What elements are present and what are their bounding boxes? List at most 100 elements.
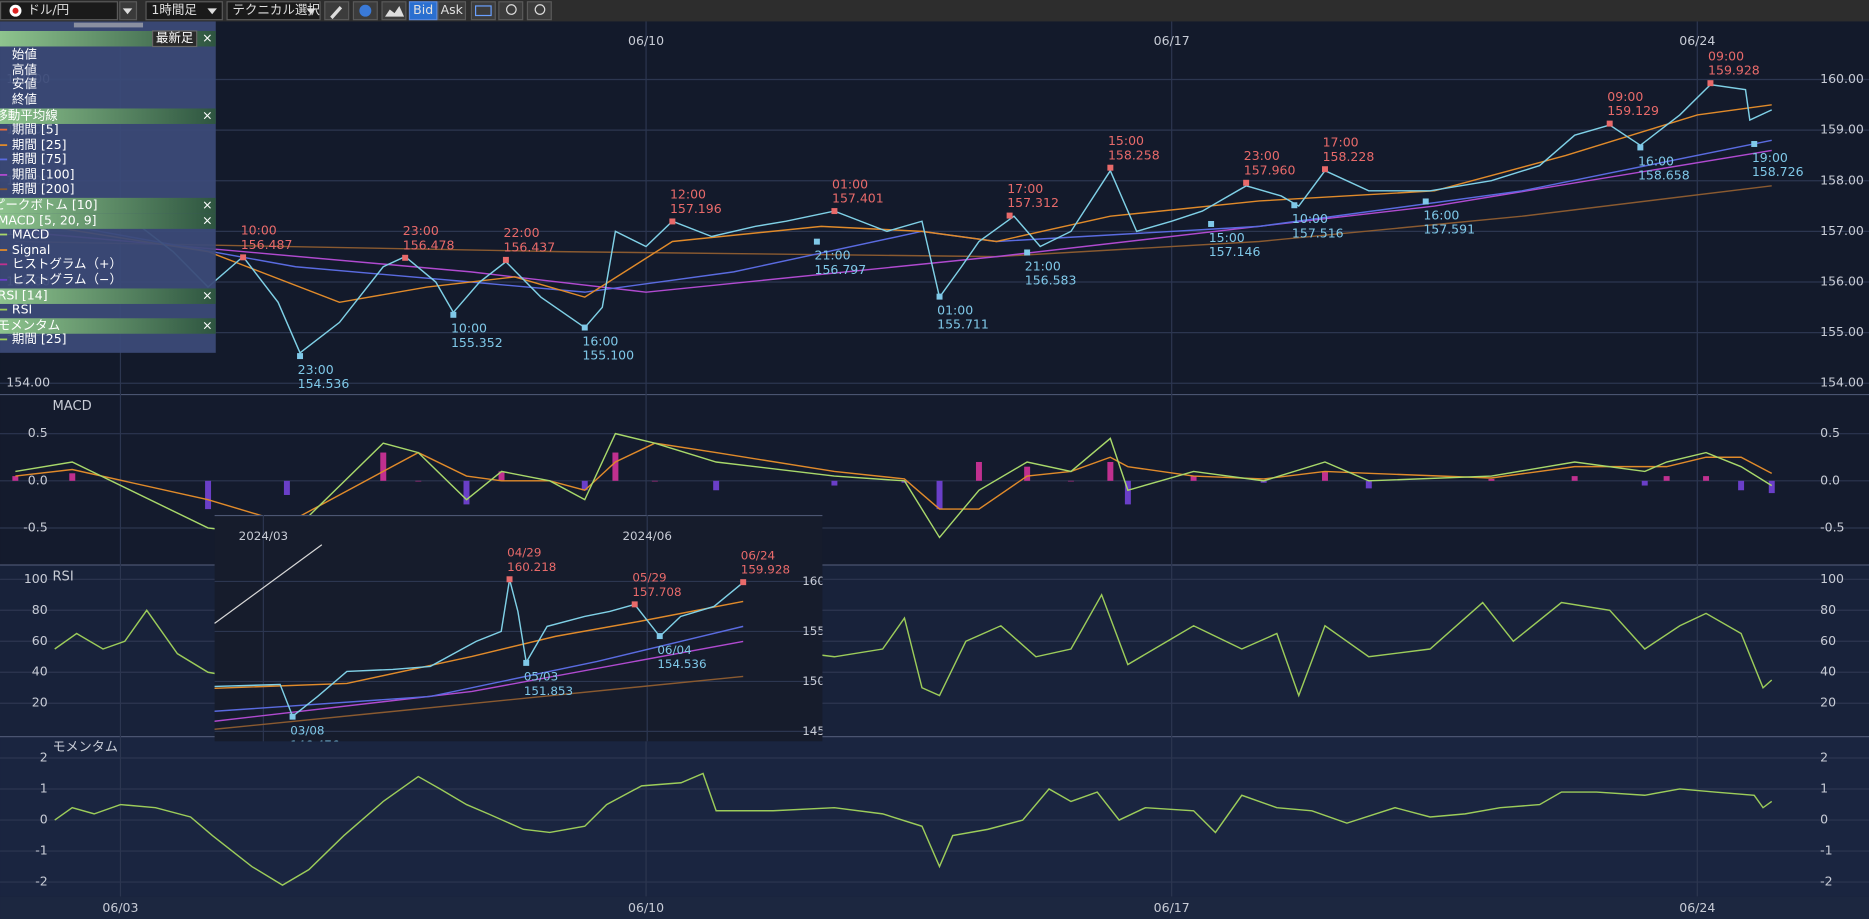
peak-time: 10:00 xyxy=(1292,211,1328,226)
close-icon[interactable]: × xyxy=(202,318,212,333)
peak-marker xyxy=(669,218,676,225)
y-tick-label: 155.00 xyxy=(1820,324,1864,339)
panel-item: 期間 [100] xyxy=(12,167,75,182)
histogram-bar xyxy=(380,452,387,481)
peak-marker xyxy=(402,254,409,261)
close-icon[interactable]: × xyxy=(202,288,212,303)
close-icon[interactable]: × xyxy=(202,30,212,45)
group-title: ピークボトム [10] xyxy=(0,197,97,212)
timeframe-label: 1時間足 xyxy=(151,2,197,17)
line-swatch xyxy=(0,263,8,266)
peak-marker xyxy=(656,633,663,640)
y-tick-label: 2 xyxy=(1820,749,1828,764)
chart-type-button[interactable] xyxy=(381,1,407,21)
close-icon[interactable]: × xyxy=(202,197,212,212)
y-tick-label: 60 xyxy=(32,633,48,648)
peak-time: 21:00 xyxy=(815,247,851,262)
peak-time: 09:00 xyxy=(1607,89,1643,104)
flag-dot xyxy=(12,7,19,14)
peak-marker xyxy=(506,576,513,583)
technical-label: テクニカル選択 xyxy=(232,2,320,17)
peak-marker xyxy=(1637,144,1644,151)
peak-marker xyxy=(1707,80,1714,87)
histogram-bar xyxy=(936,480,943,510)
histogram-bar xyxy=(1124,480,1131,505)
group-title: モメンタム xyxy=(0,318,60,333)
y-tick-label: 154.00 xyxy=(6,375,50,390)
pair-label: ドル/円 xyxy=(27,2,69,17)
zoom-in-button[interactable] xyxy=(526,1,552,21)
trend-line-drawing xyxy=(214,544,323,624)
y-tick-label: 160.00 xyxy=(802,574,844,588)
peak-time: 06/04 xyxy=(657,643,691,657)
histogram-bar xyxy=(205,480,212,510)
y-tick-label: 2 xyxy=(40,749,48,764)
histogram-bar xyxy=(1365,480,1372,489)
panel-item: 終値 xyxy=(12,92,37,107)
histogram-bar xyxy=(12,476,19,481)
peak-value: 160.218 xyxy=(507,560,556,574)
peak-time: 01:00 xyxy=(832,176,868,191)
histogram-bar xyxy=(283,480,290,495)
histogram-bar xyxy=(1067,480,1074,482)
y-tick-label: 20 xyxy=(32,695,48,710)
y-tick-label: 158.00 xyxy=(1820,172,1864,187)
peak-marker xyxy=(1291,202,1298,209)
peak-time: 05/03 xyxy=(524,670,558,684)
peak-marker xyxy=(450,311,457,318)
close-icon[interactable]: × xyxy=(202,213,212,228)
peak-value: 159.928 xyxy=(1708,63,1760,78)
chart-icon xyxy=(385,5,405,17)
peak-time: 23:00 xyxy=(403,223,439,238)
histogram-bar xyxy=(831,480,838,486)
group-header xyxy=(0,288,216,304)
latest-button[interactable] xyxy=(151,30,198,48)
close-icon[interactable]: × xyxy=(202,108,212,123)
panel-title: MACD xyxy=(52,399,91,414)
series-line xyxy=(15,104,1772,304)
peak-time: 17:00 xyxy=(1007,181,1043,196)
histogram-bar xyxy=(498,471,505,481)
y-tick-label: 80 xyxy=(32,602,48,617)
info-icon xyxy=(359,4,372,17)
timeframe-select[interactable] xyxy=(145,1,223,21)
series-line xyxy=(15,149,1772,293)
panel-item: 期間 [25] xyxy=(12,331,67,346)
ask-button[interactable] xyxy=(437,1,467,21)
peak-time: 16:00 xyxy=(1423,207,1459,222)
indicator-panel: 最新足 × 始値 高値 安値 終値 移動平均線 × 期間 [5] 期間 [25]… xyxy=(0,21,216,353)
peak-marker xyxy=(240,254,247,261)
peak-marker xyxy=(1107,164,1114,171)
peak-value: 157.591 xyxy=(1423,222,1475,237)
histogram-bar xyxy=(1641,480,1648,486)
y-tick-label: 156.00 xyxy=(1820,273,1864,288)
histogram-bar xyxy=(69,473,76,481)
toolbar-bg xyxy=(0,0,1869,22)
line-swatch xyxy=(0,338,8,341)
peak-time: 12:00 xyxy=(670,187,706,202)
y-tick-label: 100 xyxy=(1820,571,1844,586)
y-tick-label: 145.00 xyxy=(802,724,844,738)
line-swatch xyxy=(0,233,8,236)
y-tick-label: 100 xyxy=(24,571,48,586)
peak-value: 154.536 xyxy=(298,376,350,391)
y-tick-label: 155.00 xyxy=(802,624,844,638)
y-tick-label: -2 xyxy=(1820,874,1832,889)
dropdown-arrow xyxy=(306,8,316,15)
y-tick-label: 0 xyxy=(40,812,48,827)
peak-time: 22:00 xyxy=(504,225,540,240)
peak-value: 158.726 xyxy=(1752,164,1804,179)
peak-marker xyxy=(813,238,820,245)
peak-marker xyxy=(740,579,747,586)
series-line xyxy=(15,185,1772,258)
peak-time: 10:00 xyxy=(241,223,277,238)
peak-value: 156.487 xyxy=(241,237,293,252)
pair-select[interactable] xyxy=(0,1,119,21)
peak-value: 158.258 xyxy=(1108,147,1160,162)
technical-select[interactable] xyxy=(226,1,321,21)
peak-value: 155.711 xyxy=(937,317,989,332)
bid-button[interactable] xyxy=(408,1,438,21)
zoom-out-button[interactable] xyxy=(498,1,524,21)
panel-handle[interactable] xyxy=(73,22,144,28)
